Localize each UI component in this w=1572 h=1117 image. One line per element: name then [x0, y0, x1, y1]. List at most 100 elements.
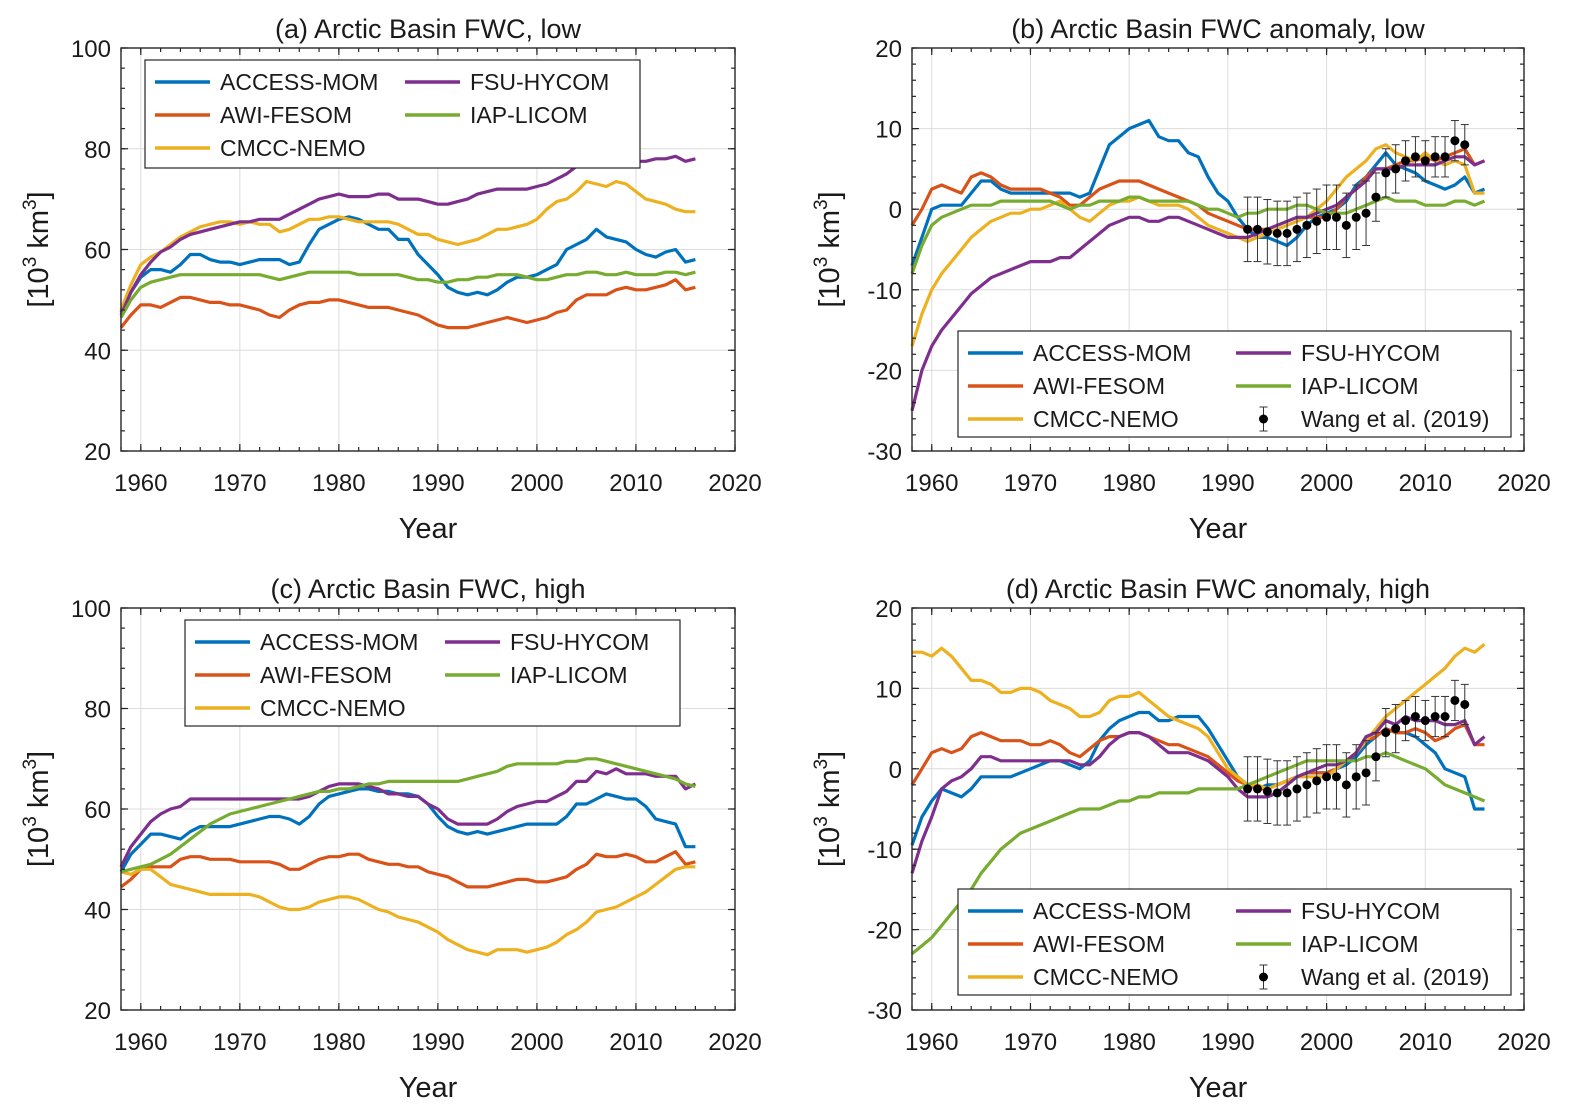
- y-axis-label-part: km: [23, 770, 55, 817]
- obs-point: [1351, 772, 1361, 782]
- obs-point: [1391, 164, 1401, 174]
- x-tick-label: 1960: [905, 470, 958, 497]
- obs-markers: [1243, 120, 1470, 267]
- series-line-fsu-hycom: [119, 154, 696, 316]
- y-tick-label: 60: [84, 797, 111, 824]
- series-line-fsu-hycom: [910, 714, 1486, 874]
- y-tick-label: -20: [867, 358, 902, 385]
- y-tick-label: 0: [889, 197, 902, 224]
- y-axis-label-part: 3: [811, 199, 832, 210]
- series-line-access-mom: [119, 215, 696, 314]
- panel-a: 1960 1970 1980 1990 2000 2010 202020406080100(…: [20, 14, 762, 545]
- legend-label: AWI-FESOM: [1033, 931, 1165, 957]
- obs-point: [1450, 695, 1460, 705]
- x-tick-label: 1990: [1201, 1029, 1254, 1056]
- y-axis-label-part: [10: [814, 267, 846, 307]
- x-tick-label: 1960: [905, 1029, 958, 1056]
- panel-c: 1960 1970 1980 1990 2000 2010 202020406080100(…: [20, 574, 762, 1104]
- legend-label: CMCC-NEMO: [1033, 964, 1179, 990]
- x-tick-label: 1980: [312, 470, 365, 497]
- legend: ACCESS-MOM AWI-FESOM CMCC-NEMO FSU-HYCOM IAP…: [184, 619, 681, 727]
- y-axis-label-part: ]: [814, 751, 846, 759]
- legend: ACCESS-MOM AWI-FESOM CMCC-NEMO FSU-HYCOM IAP…: [957, 888, 1512, 996]
- x-tick-label: 2000: [510, 470, 563, 497]
- obs-point: [1302, 780, 1312, 790]
- legend: ACCESS-MOM AWI-FESOM CMCC-NEMO FSU-HYCOM IAP…: [144, 59, 641, 169]
- y-tick-label: 100: [71, 36, 111, 63]
- obs-point: [1351, 212, 1361, 222]
- obs-point: [1243, 784, 1253, 794]
- series-line-iap-licom: [119, 270, 696, 319]
- x-axis-label: Year: [1189, 1072, 1248, 1104]
- obs-point: [1262, 227, 1272, 237]
- series-line-iap-licom: [120, 757, 696, 874]
- y-axis-label-part: [10: [23, 827, 55, 867]
- legend-label: IAP-LICOM: [1301, 931, 1419, 957]
- series-line-iap-licom: [910, 751, 1486, 955]
- legend-box: [144, 59, 641, 169]
- y-axis-label-part: km: [814, 210, 846, 257]
- y-axis-label: [103 km3]: [811, 751, 846, 867]
- obs-point: [1401, 156, 1411, 166]
- x-tick-label: 2020: [708, 1029, 761, 1056]
- x-tick-label: 2020: [1497, 1029, 1550, 1056]
- legend-label: AWI-FESOM: [1033, 373, 1165, 399]
- y-axis-label-part: [10: [814, 827, 846, 867]
- obs-point: [1371, 752, 1381, 762]
- obs-point: [1322, 772, 1332, 782]
- panel-b: 1960 1970 1980 1990 2000 2010 2020 -30 -20 -10 0 10…: [811, 14, 1551, 545]
- obs-point: [1361, 208, 1371, 218]
- x-tick-label: 1980: [1102, 1029, 1155, 1056]
- obs-point: [1381, 168, 1391, 178]
- legend-label: IAP-LICOM: [510, 662, 628, 688]
- series-line-cmcc-nemo: [910, 143, 1485, 347]
- series-line-cmcc-nemo: [912, 642, 1486, 791]
- y-axis-label-part: 3: [20, 199, 41, 210]
- y-axis-label-part: [10: [23, 267, 55, 307]
- y-tick-label: 10: [875, 117, 902, 144]
- y-axis-label-part: ]: [814, 191, 846, 199]
- obs-point: [1331, 772, 1341, 782]
- obs-point: [1282, 788, 1292, 798]
- y-axis-label: [103 km3]: [20, 191, 55, 307]
- obs-point: [1410, 152, 1420, 162]
- obs-point: [1272, 228, 1282, 238]
- y-tick-label: 40: [84, 898, 111, 925]
- legend-label: FSU-HYCOM: [470, 69, 609, 95]
- obs-point: [1410, 712, 1420, 722]
- x-tick-label: 1970: [1004, 470, 1057, 497]
- legend-label: IAP-LICOM: [1301, 373, 1419, 399]
- obs-point: [1460, 140, 1470, 150]
- series-line-cmcc-nemo: [119, 179, 696, 311]
- y-tick-label: -10: [867, 837, 902, 864]
- series-line-cmcc-nemo: [120, 865, 696, 957]
- y-axis-label-part: 3: [20, 257, 41, 268]
- obs-point: [1430, 152, 1440, 162]
- obs-point: [1460, 699, 1470, 709]
- legend-label: Wang et al. (2019): [1301, 406, 1489, 432]
- chart-title: (d) Arctic Basin FWC anomaly, high: [1006, 574, 1430, 604]
- chart-title: (b) Arctic Basin FWC anomaly, low: [1011, 14, 1425, 44]
- obs-point: [1312, 776, 1322, 786]
- obs-point: [1341, 780, 1351, 790]
- legend-label: ACCESS-MOM: [260, 629, 418, 655]
- y-axis-label: [103 km3]: [811, 191, 846, 307]
- y-tick-label: -30: [867, 439, 902, 466]
- x-tick-label: 1960: [114, 470, 167, 497]
- obs-point: [1302, 220, 1312, 230]
- x-tick-label: 1990: [411, 470, 464, 497]
- axes-frame: [911, 47, 1525, 452]
- series-line-fsu-hycom: [910, 155, 1486, 412]
- y-tick-label: 20: [875, 36, 902, 63]
- x-tick-label: 1980: [1102, 470, 1155, 497]
- obs-point: [1262, 786, 1272, 796]
- obs-point: [1272, 788, 1282, 798]
- y-tick-label: 20: [84, 998, 111, 1025]
- y-axis-label-part: km: [814, 770, 846, 817]
- obs-point: [1322, 212, 1332, 222]
- obs-point: [1420, 716, 1430, 726]
- x-tick-label: 1970: [1004, 1029, 1057, 1056]
- x-tick-label: 2000: [510, 1029, 563, 1056]
- y-axis-label-part: 3: [20, 816, 41, 827]
